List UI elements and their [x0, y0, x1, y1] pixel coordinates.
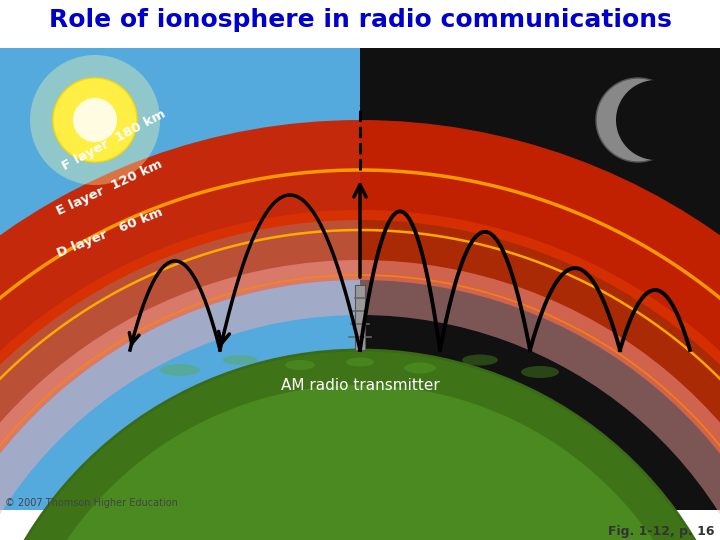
Wedge shape — [0, 350, 720, 540]
Text: Fig. 1-12, p. 16: Fig. 1-12, p. 16 — [608, 525, 715, 538]
Ellipse shape — [521, 366, 559, 378]
Wedge shape — [0, 350, 720, 540]
Text: D layer   60 km: D layer 60 km — [55, 206, 165, 260]
Ellipse shape — [160, 364, 200, 376]
Bar — [0, 0, 720, 50]
Ellipse shape — [404, 362, 436, 374]
Ellipse shape — [285, 360, 315, 370]
Text: F layer  180 km: F layer 180 km — [60, 107, 168, 173]
Circle shape — [596, 78, 680, 162]
Text: AM radio transmitter: AM radio transmitter — [281, 378, 439, 393]
Circle shape — [30, 55, 160, 185]
Bar — [0, 48, 360, 510]
Ellipse shape — [462, 354, 498, 366]
Wedge shape — [0, 120, 720, 540]
Wedge shape — [0, 210, 720, 540]
Wedge shape — [0, 260, 720, 540]
Ellipse shape — [222, 355, 258, 365]
Circle shape — [73, 98, 117, 142]
Text: E layer  120 km: E layer 120 km — [55, 158, 165, 218]
Circle shape — [616, 80, 696, 160]
Text: Role of ionosphere in radio communications: Role of ionosphere in radio communicatio… — [48, 8, 672, 32]
Circle shape — [53, 78, 137, 162]
Bar — [355, 285, 365, 350]
Bar — [360, 48, 720, 510]
Text: © 2007 Thomson Higher Education: © 2007 Thomson Higher Education — [5, 498, 178, 508]
Ellipse shape — [346, 357, 374, 367]
